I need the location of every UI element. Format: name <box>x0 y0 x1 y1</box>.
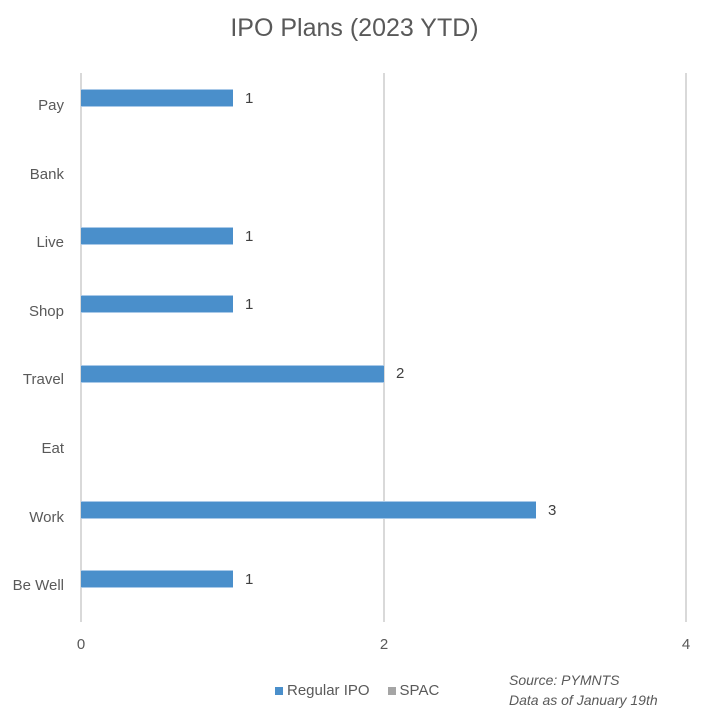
bar-travel <box>81 365 384 383</box>
legend-label-regular-ipo: Regular IPO <box>287 682 370 699</box>
source-line: Source: PYMNTS <box>509 672 620 688</box>
spac-swatch-icon <box>387 686 396 695</box>
gridline-4 <box>685 73 687 622</box>
value-label-travel: 2 <box>396 365 405 382</box>
category-label-pay: Pay <box>38 97 64 114</box>
category-label-work: Work <box>29 509 64 526</box>
data-date-line: Data as of January 19th <box>509 692 658 708</box>
legend: Regular IPO SPAC <box>275 682 457 699</box>
category-label-be-well: Be Well <box>12 577 64 594</box>
bar-work <box>81 501 536 519</box>
x-tick-2: 2 <box>379 636 389 653</box>
bar-be-well <box>81 570 233 588</box>
x-tick-4: 4 <box>681 636 691 653</box>
category-label-shop: Shop <box>28 303 64 320</box>
gridline-0 <box>80 73 82 622</box>
gridline-2 <box>383 73 385 622</box>
legend-item-spac: SPAC <box>387 682 440 699</box>
value-label-live: 1 <box>245 228 254 245</box>
category-label-travel: Travel <box>22 371 64 388</box>
value-label-pay: 1 <box>245 90 254 107</box>
legend-label-spac: SPAC <box>399 682 440 699</box>
value-label-be-well: 1 <box>245 571 254 588</box>
category-label-eat: Eat <box>41 440 64 457</box>
bar-live <box>81 227 233 245</box>
plot-area: 1 1 1 2 3 1 <box>80 73 687 622</box>
source-note: Source: PYMNTS Data as of January 19th <box>509 670 658 710</box>
legend-item-regular-ipo: Regular IPO <box>275 682 370 699</box>
value-label-work: 3 <box>548 502 557 519</box>
chart-title: IPO Plans (2023 YTD) <box>230 14 479 42</box>
x-tick-0: 0 <box>76 636 86 653</box>
category-label-bank: Bank <box>29 166 64 183</box>
value-label-shop: 1 <box>245 296 254 313</box>
category-label-live: Live <box>36 234 64 251</box>
bar-pay <box>81 89 233 107</box>
regular-ipo-swatch-icon <box>275 686 283 695</box>
bar-shop <box>81 295 233 313</box>
